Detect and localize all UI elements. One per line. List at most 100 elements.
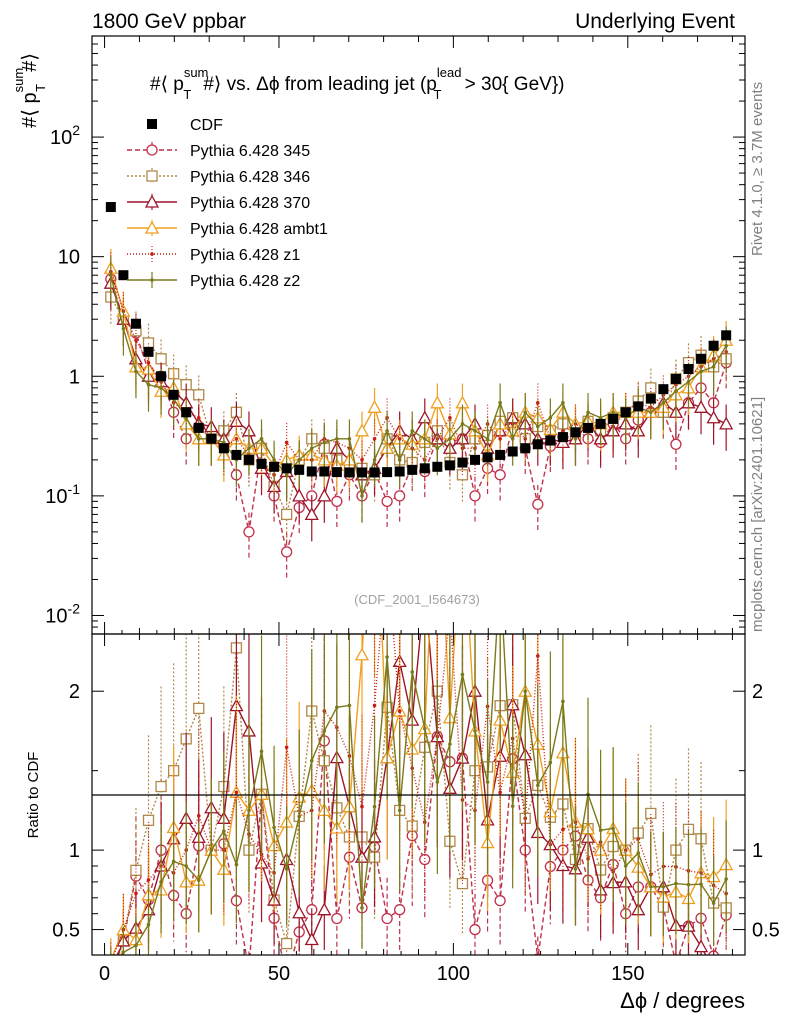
ratio-point (419, 853, 431, 866)
data-point (360, 494, 364, 498)
title-sub-1: T (183, 87, 191, 102)
ratio-point (535, 783, 540, 788)
ratio-series-pythia-6-428-z2 (110, 634, 728, 955)
data-point (670, 373, 681, 384)
ratio-point (473, 729, 477, 733)
legend-item-pythia-6-428-z1: Pythia 6.428 z1 (127, 246, 300, 264)
ratio-point (561, 699, 565, 704)
data-point (121, 326, 126, 331)
data-point (693, 399, 709, 413)
title-part-b: #⟩ vs. Δϕ from leading jet (p (203, 74, 437, 95)
ratio-point (711, 901, 716, 905)
ratio-point (397, 808, 402, 813)
data-point (159, 386, 163, 390)
data-point (535, 424, 540, 429)
ratio-point (297, 814, 302, 819)
data-point (269, 461, 280, 472)
data-point (134, 369, 138, 374)
ratio-point (121, 950, 126, 955)
legend-item-pythia-6-428-z2: Pythia 6.428 z2 (127, 272, 300, 290)
ratio-point (724, 877, 728, 881)
legend-item-pythia-6-428-370: Pythia 6.428 370 (127, 194, 310, 212)
data-point (430, 395, 445, 409)
data-point (419, 463, 430, 474)
legend-item-pythia-6-428-ambt1: Pythia 6.428 ambt1 (127, 220, 328, 238)
data-point (344, 467, 355, 478)
data-point (234, 437, 239, 441)
data-point (721, 330, 732, 341)
y-tick-label: 10 (58, 247, 80, 269)
data-point (706, 410, 721, 424)
data-point (143, 346, 154, 357)
analysis-watermark: (CDF_2001_I564673) (354, 592, 480, 607)
data-point (583, 422, 594, 433)
ylabel-sub: T (33, 84, 48, 92)
x-tick-label: 50 (268, 963, 290, 985)
data-point (661, 401, 666, 405)
data-point (381, 495, 393, 507)
data-point (130, 318, 141, 329)
data-point (385, 429, 389, 433)
data-point (410, 429, 415, 433)
data-point (206, 433, 217, 444)
data-point (520, 443, 531, 454)
ratio-point (171, 859, 176, 864)
legend-item-pythia-6-428-345: Pythia 6.428 345 (127, 142, 310, 160)
x-tick-label: 100 (437, 963, 470, 985)
ratio-point (372, 703, 377, 708)
data-point (570, 427, 581, 438)
data-point (460, 422, 465, 426)
title-part-c: > 30{ GeV}) (459, 74, 564, 95)
data-point (711, 365, 716, 369)
data-point (134, 338, 138, 343)
data-point (280, 546, 293, 558)
data-point (545, 435, 556, 446)
data-point (309, 446, 314, 451)
data-point (181, 407, 192, 418)
ratio-y-label: Ratio to CDF (25, 752, 42, 839)
data-point (284, 473, 289, 477)
data-point (494, 469, 506, 481)
data-point (532, 498, 544, 510)
data-point (435, 446, 440, 451)
ratio-point (394, 904, 406, 916)
data-point (369, 467, 380, 478)
ratio-point (322, 729, 327, 733)
legend-marker (144, 220, 160, 234)
data-point (611, 410, 615, 415)
data-point (360, 458, 364, 462)
data-point (448, 437, 452, 441)
legend-label: Pythia 6.428 z2 (190, 273, 300, 290)
data-point (335, 437, 339, 441)
data-point (470, 454, 481, 465)
ylabel-part-b: #⟩ (19, 53, 41, 72)
ratio-point (142, 814, 155, 826)
data-point (218, 443, 229, 454)
data-point (523, 410, 528, 415)
ratio-tick-label-left: 0.5 (52, 920, 80, 942)
legend-label: Pythia 6.428 z1 (190, 247, 300, 264)
ratio-point (611, 826, 615, 831)
ratio-point (422, 726, 427, 731)
data-point (319, 466, 330, 477)
ratio-point (159, 880, 163, 884)
ratio-point (304, 932, 319, 946)
data-point (674, 389, 678, 394)
ratio-point (448, 742, 452, 746)
data-point (247, 446, 251, 451)
ratio-point (209, 848, 214, 852)
legend-marker (150, 278, 154, 282)
ratio-point (623, 864, 628, 868)
data-point (473, 429, 477, 433)
ratio-point (561, 827, 565, 832)
data-point (243, 454, 254, 465)
data-point (670, 438, 682, 450)
data-point (407, 464, 418, 475)
ratio-point (397, 709, 402, 713)
data-point (645, 393, 656, 404)
data-point (598, 415, 603, 420)
ratio-point (548, 760, 553, 765)
data-point (724, 343, 728, 348)
x-axis-label: Δϕ / degrees (620, 988, 745, 1013)
data-point (331, 495, 343, 507)
